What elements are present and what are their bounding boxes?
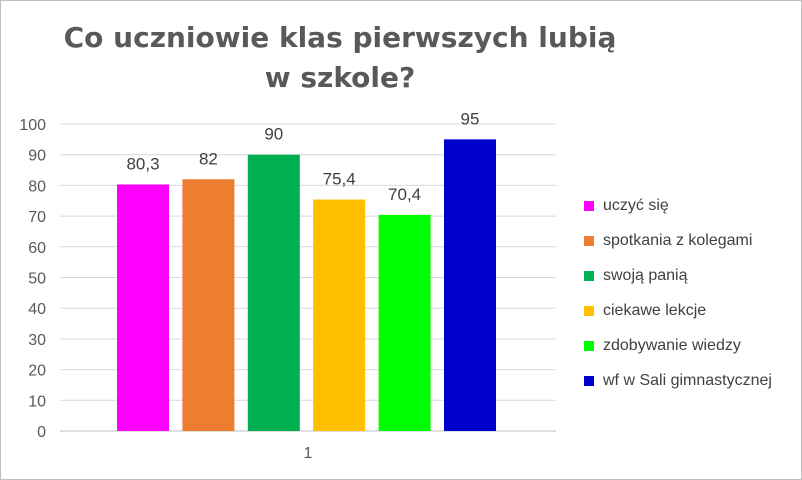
data-label: 82 <box>199 149 218 168</box>
bar-1 <box>117 184 169 431</box>
y-tick-label: 100 <box>19 117 46 134</box>
legend-label: wf w Sali gimnastycznej <box>603 371 772 389</box>
data-label: 80,3 <box>126 154 159 173</box>
bar-5 <box>378 214 431 431</box>
data-label: 90 <box>264 125 283 144</box>
y-tick-label: 30 <box>28 332 46 349</box>
chart-title-line-2: w szkole? <box>264 61 416 94</box>
data-label: 70,4 <box>388 185 421 204</box>
legend-item: wf w Sali gimnastycznej <box>584 363 772 398</box>
data-label: 95 <box>461 109 480 128</box>
legend-swatch <box>584 200 594 211</box>
legend-label: uczyć się <box>603 196 669 214</box>
legend-swatch <box>584 340 594 351</box>
bar-3 <box>247 154 300 431</box>
bar-6 <box>444 139 496 431</box>
legend-label: ciekawe lekcje <box>603 301 707 319</box>
data-label: 75,4 <box>323 170 356 189</box>
y-tick-label: 50 <box>28 271 46 288</box>
legend-swatch <box>584 235 594 246</box>
legend-label: spotkania z kolegami <box>603 231 753 249</box>
y-tick-label: 60 <box>28 240 46 257</box>
legend-swatch <box>584 375 594 386</box>
y-tick-label: 10 <box>28 393 46 410</box>
y-tick-label: 80 <box>28 178 46 195</box>
legend-item: swoją panią <box>584 258 772 293</box>
y-tick-label: 70 <box>28 209 46 226</box>
legend-item: spotkania z kolegami <box>584 223 772 258</box>
x-tick-label: 1 <box>304 445 313 462</box>
legend-item: uczyć się <box>584 188 772 223</box>
legend-label: swoją panią <box>603 266 688 284</box>
y-tick-label: 90 <box>28 148 46 165</box>
legend-item: zdobywanie wiedzy <box>584 328 772 363</box>
legend-label: zdobywanie wiedzy <box>603 336 741 354</box>
chart-title-line-1: Co uczniowie klas pierwszych lubią <box>63 21 617 54</box>
bar-2 <box>182 179 235 431</box>
legend-swatch <box>584 270 594 281</box>
legend-item: ciekawe lekcje <box>584 293 772 328</box>
y-tick-label: 40 <box>28 301 46 318</box>
chart-title: Co uczniowie klas pierwszych lubią w szk… <box>60 18 620 98</box>
bar-4 <box>313 199 366 431</box>
legend-swatch <box>584 305 594 316</box>
y-tick-label: 20 <box>28 363 46 380</box>
legend: uczyć się spotkania z kolegami swoją panią… <box>584 188 772 398</box>
y-tick-label: 0 <box>37 424 46 441</box>
